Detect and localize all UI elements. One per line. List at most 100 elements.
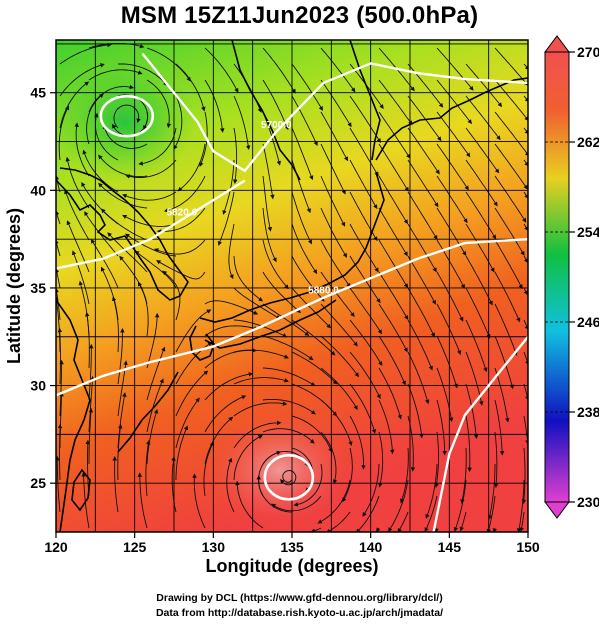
streamline bbox=[349, 287, 382, 335]
streamline bbox=[59, 359, 64, 417]
streamline bbox=[399, 447, 409, 504]
streamline bbox=[349, 255, 381, 304]
streamline bbox=[388, 479, 409, 532]
streamline bbox=[175, 425, 189, 480]
coastline-hokkaido bbox=[375, 77, 528, 161]
coastline-sakhalin-russia bbox=[349, 40, 381, 161]
streamline bbox=[226, 457, 235, 513]
streamline bbox=[397, 511, 409, 532]
streamline bbox=[222, 159, 235, 215]
streamline bbox=[85, 439, 90, 497]
streamline bbox=[117, 360, 128, 417]
streamline bbox=[57, 423, 63, 481]
streamline bbox=[523, 159, 528, 167]
streamline bbox=[521, 447, 527, 505]
streamline bbox=[523, 319, 528, 331]
x-tick-label: 120 bbox=[44, 539, 68, 555]
streamline bbox=[494, 367, 510, 423]
y-tick-label: 45 bbox=[30, 85, 46, 101]
coastline-taiwan bbox=[71, 468, 91, 512]
x-tick-label: 130 bbox=[202, 539, 226, 555]
streamline bbox=[453, 479, 467, 532]
streamline bbox=[233, 255, 263, 302]
streamline bbox=[493, 431, 499, 489]
streamline bbox=[84, 211, 119, 257]
streamline bbox=[175, 63, 206, 112]
streamline bbox=[349, 95, 381, 143]
y-tick-label: 30 bbox=[30, 378, 46, 394]
streamline bbox=[262, 428, 315, 444]
geopotential-contours: 5700.0 5820.0 5880.0 bbox=[56, 52, 528, 532]
plot-area: 5700.0 5820.0 5880.0 bbox=[56, 40, 528, 532]
x-tick-label: 140 bbox=[359, 539, 383, 555]
streamline bbox=[320, 431, 338, 485]
streamline bbox=[58, 105, 70, 161]
streamline bbox=[407, 159, 439, 208]
streamline bbox=[465, 255, 493, 306]
streamline bbox=[407, 223, 437, 273]
streamline bbox=[107, 232, 148, 273]
streamline bbox=[293, 463, 323, 507]
coastline-ryukyu bbox=[117, 371, 179, 453]
contour-line bbox=[141, 52, 528, 173]
streamline bbox=[59, 63, 105, 97]
contour-line bbox=[56, 179, 246, 270]
x-tick-label: 125 bbox=[123, 539, 147, 555]
streamline bbox=[317, 479, 351, 524]
streamline bbox=[145, 439, 151, 497]
streamline bbox=[436, 47, 474, 91]
streamline bbox=[204, 372, 254, 401]
streamline bbox=[378, 431, 384, 488]
streamline bbox=[98, 154, 148, 178]
streamline bbox=[494, 399, 505, 456]
streamline bbox=[378, 335, 406, 386]
streamline bbox=[523, 255, 528, 264]
credit-data-source: Data from http://database.rish.kyoto-u.a… bbox=[155, 607, 444, 619]
y-axis-label: Latitude (degrees) bbox=[4, 208, 24, 364]
streamline bbox=[137, 281, 149, 337]
streamline bbox=[233, 319, 288, 338]
streamline bbox=[233, 435, 263, 481]
colorbar-bottom-arrow bbox=[544, 501, 570, 519]
streamline bbox=[494, 335, 514, 390]
streamline bbox=[425, 463, 438, 519]
contour-label: 5820.0 bbox=[167, 208, 198, 219]
streamline bbox=[175, 397, 200, 449]
streamline bbox=[436, 79, 472, 125]
y-tick-label: 25 bbox=[30, 475, 46, 491]
streamline bbox=[271, 495, 322, 512]
streamline bbox=[407, 351, 430, 405]
streamline bbox=[228, 223, 235, 280]
streamline bbox=[57, 327, 63, 385]
streamline bbox=[436, 111, 471, 158]
contour-line bbox=[56, 237, 528, 397]
streamline bbox=[56, 287, 61, 321]
streamline bbox=[233, 95, 251, 151]
streamline bbox=[310, 527, 322, 532]
streamline bbox=[465, 383, 479, 440]
streamline bbox=[262, 207, 277, 263]
y-axis-ticks: 25 30 35 40 45 bbox=[30, 85, 56, 491]
streamline bbox=[153, 239, 206, 255]
coastline-japan-honshu bbox=[199, 171, 385, 323]
streamline bbox=[232, 127, 238, 185]
streamline bbox=[156, 207, 206, 234]
streamline bbox=[88, 343, 94, 401]
streamline bbox=[320, 47, 356, 93]
streamline bbox=[262, 367, 316, 387]
streamline bbox=[465, 319, 488, 373]
streamline bbox=[175, 370, 209, 417]
streamline bbox=[325, 511, 351, 532]
streamline bbox=[465, 415, 472, 473]
streamline bbox=[66, 220, 90, 273]
streamline bbox=[320, 335, 360, 378]
streamline bbox=[102, 124, 148, 149]
streamline bbox=[117, 327, 125, 385]
streamline bbox=[117, 423, 123, 481]
streamline bbox=[262, 303, 310, 336]
streamline bbox=[436, 271, 464, 322]
x-axis-label: Longitude (degrees) bbox=[205, 556, 378, 576]
streamline bbox=[82, 149, 119, 193]
streamline bbox=[465, 287, 491, 339]
